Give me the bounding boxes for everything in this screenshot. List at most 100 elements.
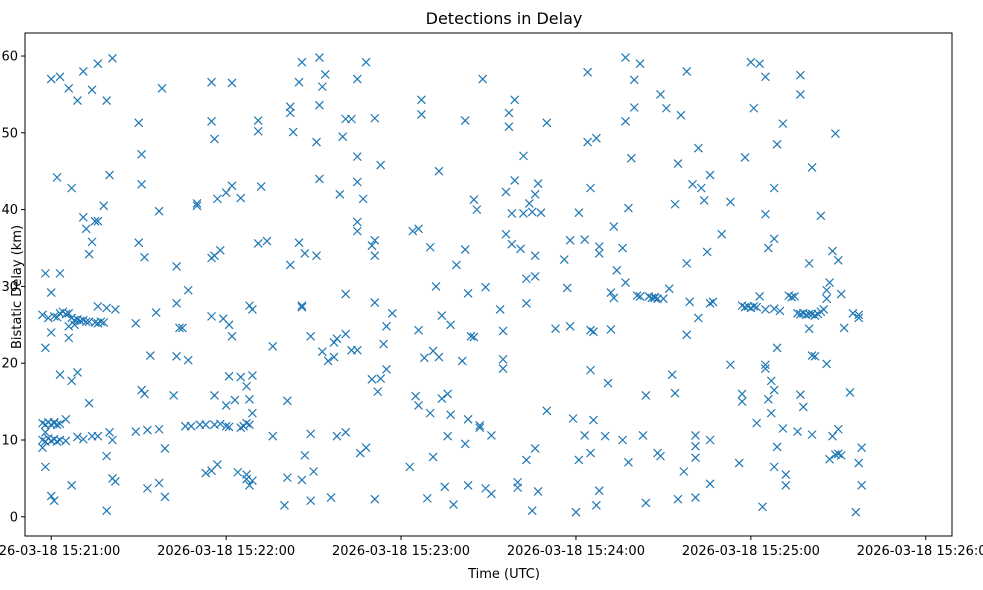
data-point <box>40 268 50 278</box>
data-point <box>373 387 383 397</box>
data-point <box>245 420 254 430</box>
data-point <box>851 507 861 517</box>
data-point <box>253 238 263 248</box>
data-point <box>807 430 817 440</box>
data-point <box>501 187 511 197</box>
data-point <box>589 415 598 425</box>
data-point <box>280 500 289 510</box>
data-point <box>521 274 531 284</box>
data-point <box>507 209 517 218</box>
data-point <box>565 321 575 331</box>
data-point <box>236 193 246 203</box>
data-point <box>623 457 633 467</box>
data-point <box>755 291 765 301</box>
data-point <box>183 285 193 295</box>
data-point <box>40 462 50 472</box>
data-point <box>140 389 149 399</box>
data-point <box>629 103 639 112</box>
data-point <box>475 420 485 430</box>
data-point <box>635 59 645 69</box>
data-point <box>507 239 517 249</box>
data-point <box>262 236 272 246</box>
data-point <box>352 217 362 227</box>
data-point <box>603 378 613 388</box>
y-tick-label: 60 <box>1 50 18 65</box>
data-point <box>431 281 441 291</box>
data-point <box>46 328 56 337</box>
data-point <box>705 298 715 308</box>
data-point <box>341 289 351 299</box>
data-point <box>297 475 307 485</box>
y-tick-label: 20 <box>1 357 18 372</box>
data-point <box>594 242 604 251</box>
data-point <box>586 448 595 458</box>
data-point <box>61 414 71 424</box>
data-point <box>542 118 552 128</box>
data-point <box>81 317 91 327</box>
data-point <box>55 268 65 278</box>
data-point <box>589 327 598 337</box>
data-point <box>682 66 692 76</box>
data-point <box>795 390 805 400</box>
data-point <box>746 57 756 67</box>
data-point <box>452 260 461 270</box>
data-point <box>673 159 683 168</box>
data-point <box>236 372 246 382</box>
data-point <box>478 74 488 84</box>
data-point <box>574 208 584 218</box>
data-point <box>70 320 79 330</box>
data-point <box>778 119 788 129</box>
data-point <box>99 201 109 211</box>
data-point <box>594 248 604 258</box>
data-point <box>769 462 779 472</box>
data-point <box>297 302 307 312</box>
data-point <box>131 318 141 328</box>
data-point <box>221 401 231 410</box>
data-point <box>207 116 216 126</box>
data-point <box>650 292 660 302</box>
data-point <box>804 309 814 319</box>
data-point <box>781 480 791 490</box>
data-point <box>186 421 196 431</box>
data-point <box>376 374 386 383</box>
data-point <box>212 194 222 204</box>
data-point <box>177 323 187 333</box>
data-point <box>192 201 202 211</box>
data-point <box>618 243 628 253</box>
data-point <box>137 385 147 395</box>
data-point <box>542 406 552 416</box>
data-point <box>227 181 237 191</box>
data-point <box>498 364 508 374</box>
data-point <box>726 360 735 370</box>
data-point <box>370 494 380 504</box>
data-point <box>737 397 747 407</box>
data-point <box>73 96 82 106</box>
data-point <box>169 391 179 400</box>
data-point <box>828 246 837 256</box>
data-point <box>192 199 202 208</box>
data-point <box>475 423 485 433</box>
data-point <box>437 394 447 403</box>
data-point <box>591 500 601 510</box>
data-point <box>78 315 88 325</box>
data-point <box>143 483 152 493</box>
data-point <box>134 118 144 128</box>
data-point <box>87 237 97 247</box>
data-point <box>105 427 114 437</box>
data-point <box>175 323 184 333</box>
data-point <box>108 53 117 63</box>
data-point <box>530 251 540 261</box>
data-point <box>521 455 531 465</box>
data-point <box>836 450 846 460</box>
data-point <box>256 182 266 192</box>
data-point <box>46 74 56 84</box>
data-point <box>449 500 458 509</box>
data-point <box>425 408 435 418</box>
data-point <box>446 410 456 420</box>
data-point <box>414 224 423 234</box>
data-point <box>693 143 703 153</box>
data-point <box>38 310 47 320</box>
data-point <box>247 476 257 486</box>
data-point <box>845 387 855 397</box>
data-point <box>571 507 581 517</box>
